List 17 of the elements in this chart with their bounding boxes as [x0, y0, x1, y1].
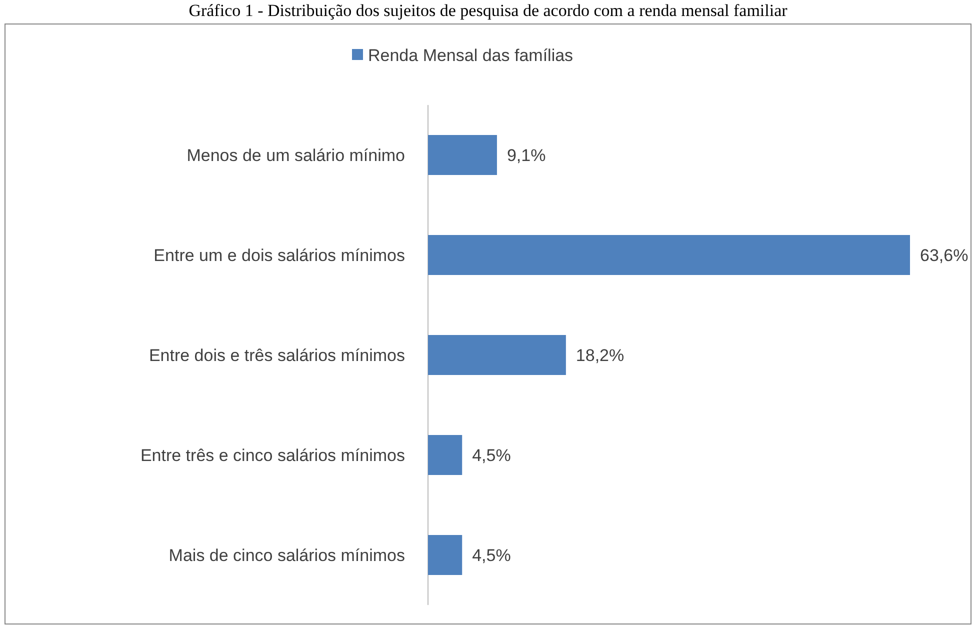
data-label: 4,5% [472, 546, 511, 565]
data-label: 9,1% [506, 146, 546, 165]
bar [428, 335, 566, 375]
bar [428, 435, 462, 475]
y-tick-label: Entre um e dois salários mínimos [154, 246, 405, 265]
y-tick-label: Entre dois e três salários mínimos [148, 346, 405, 365]
data-label: 63,6% [920, 246, 968, 265]
bar [428, 235, 910, 275]
bar [428, 135, 497, 175]
data-label: 4,5% [472, 446, 511, 465]
bar [428, 535, 462, 575]
chart-title: Gráfico 1 - Distribuição dos sujeitos de pesquisa de acordo com a renda mensal familiar [188, 1, 788, 20]
y-tick-label: Mais de cinco salários mínimos [168, 546, 405, 565]
y-tick-label: Entre três e cinco salários mínimos [140, 446, 405, 465]
data-label: 18,2% [576, 346, 624, 365]
legend-label: Renda Mensal das famílias [368, 46, 574, 65]
y-tick-label: Menos de um salário mínimo [186, 146, 405, 165]
